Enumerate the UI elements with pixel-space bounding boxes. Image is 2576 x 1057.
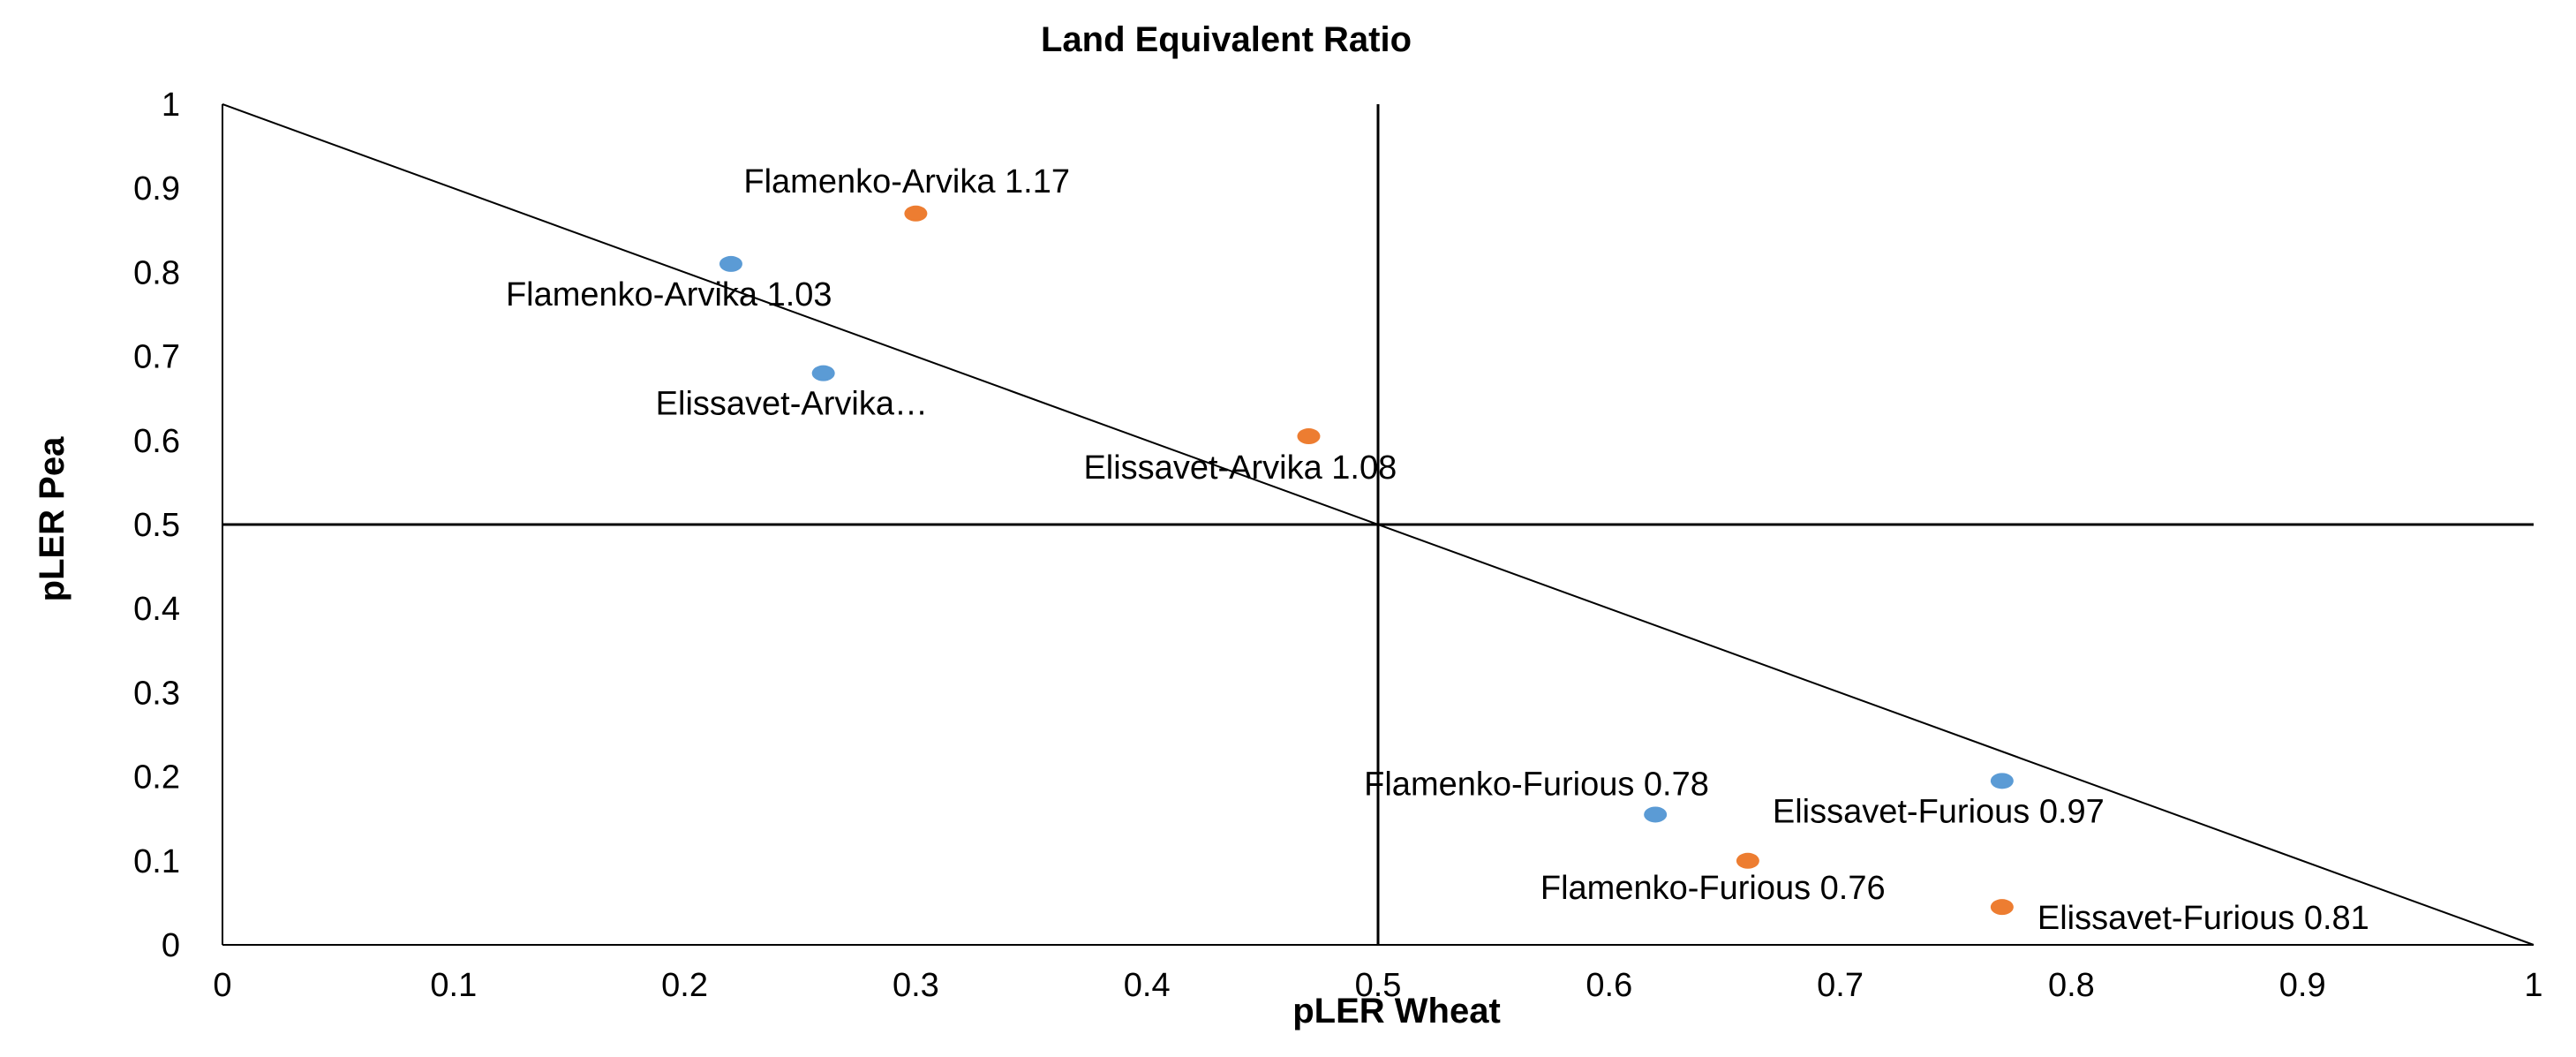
y-tick-label: 0.6 <box>133 423 180 460</box>
y-tick-label: 0.1 <box>133 843 180 880</box>
y-tick-label: 0.3 <box>133 675 180 712</box>
y-tick-label: 0.5 <box>133 507 180 544</box>
x-tick-label: 0.5 <box>1355 967 1402 1004</box>
y-tick-label: 0.4 <box>133 591 180 628</box>
tick-labels: 0 0.1 0.2 0.3 0.4 0.5 0.6 0.7 0.8 0.9 1 0 0.1 0.2 0.3 0… <box>133 87 2542 1004</box>
x-tick-label: 0.8 <box>2048 967 2095 1004</box>
data-label: Flamenko-Arvika 1.17 <box>743 163 1070 200</box>
data-point <box>904 205 928 222</box>
data-label: Flamenko-Furious 0.76 <box>1540 870 1886 907</box>
y-tick-label: 0.7 <box>133 339 180 376</box>
data-label: Elissavet-Arvika 1.08 <box>1083 449 1397 487</box>
data-point <box>1644 806 1668 823</box>
y-axis-title: pLER Pea <box>33 436 72 601</box>
x-tick-label: 0.7 <box>1817 967 1864 1004</box>
data-point <box>1297 428 1321 445</box>
x-tick-label: 0.1 <box>430 967 477 1004</box>
chart-title: Land Equivalent Ratio <box>1041 20 1412 59</box>
y-tick-label: 0 <box>162 927 180 964</box>
y-tick-label: 0.9 <box>133 170 180 208</box>
x-tick-label: 0.3 <box>893 967 939 1004</box>
y-tick-label: 1 <box>162 87 180 124</box>
y-tick-label: 0.2 <box>133 759 180 797</box>
x-tick-label: 0.6 <box>1586 967 1632 1004</box>
data-point <box>1990 773 2014 789</box>
x-tick-label: 0 <box>213 967 231 1004</box>
data-label: Elissavet-Furious 0.81 <box>2037 900 2369 937</box>
data-label: Flamenko-Furious 0.78 <box>1364 766 1709 803</box>
x-tick-label: 0.9 <box>2279 967 2326 1004</box>
data-point <box>1990 899 2014 916</box>
data-label: Flamenko-Arvika 1.03 <box>506 276 832 313</box>
data-label: Elissavet-Arvika… <box>656 386 928 423</box>
data-point <box>719 255 742 272</box>
reference-lines <box>222 103 2535 946</box>
x-tick-label: 0.2 <box>661 967 708 1004</box>
x-tick-label: 0.4 <box>1124 967 1171 1004</box>
y-tick-label: 0.8 <box>133 254 180 291</box>
data-label: Elissavet-Furious 0.97 <box>1773 793 2105 830</box>
data-point <box>811 365 835 381</box>
x-axis-title: pLER Wheat <box>1292 992 1501 1031</box>
data-point <box>1736 852 1759 869</box>
data-points <box>719 205 2014 916</box>
data-labels: Flamenko-Arvika 1.03 Elissavet-Arvika… Fla… <box>506 163 2369 937</box>
x-tick-label: 1 <box>2524 967 2542 1004</box>
